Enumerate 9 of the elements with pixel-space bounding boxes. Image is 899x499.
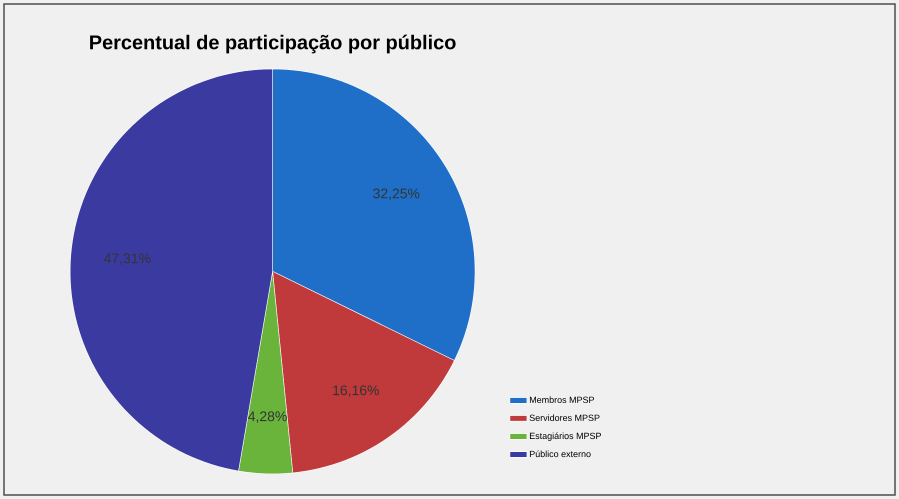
data-label: 32,25%: [373, 188, 420, 200]
data-label: 16,16%: [333, 385, 379, 397]
legend-label: Estagiários MPSP: [530, 432, 601, 441]
legend-label: Público externo: [530, 450, 591, 458]
chart-title: Percentual de participação por público: [90, 34, 456, 54]
legend-label: Membros MPSP: [530, 396, 594, 404]
data-label: 47,31%: [104, 253, 150, 265]
legend-label: Servidores MPSP: [530, 414, 600, 421]
data-label: 4,28%: [248, 411, 287, 423]
